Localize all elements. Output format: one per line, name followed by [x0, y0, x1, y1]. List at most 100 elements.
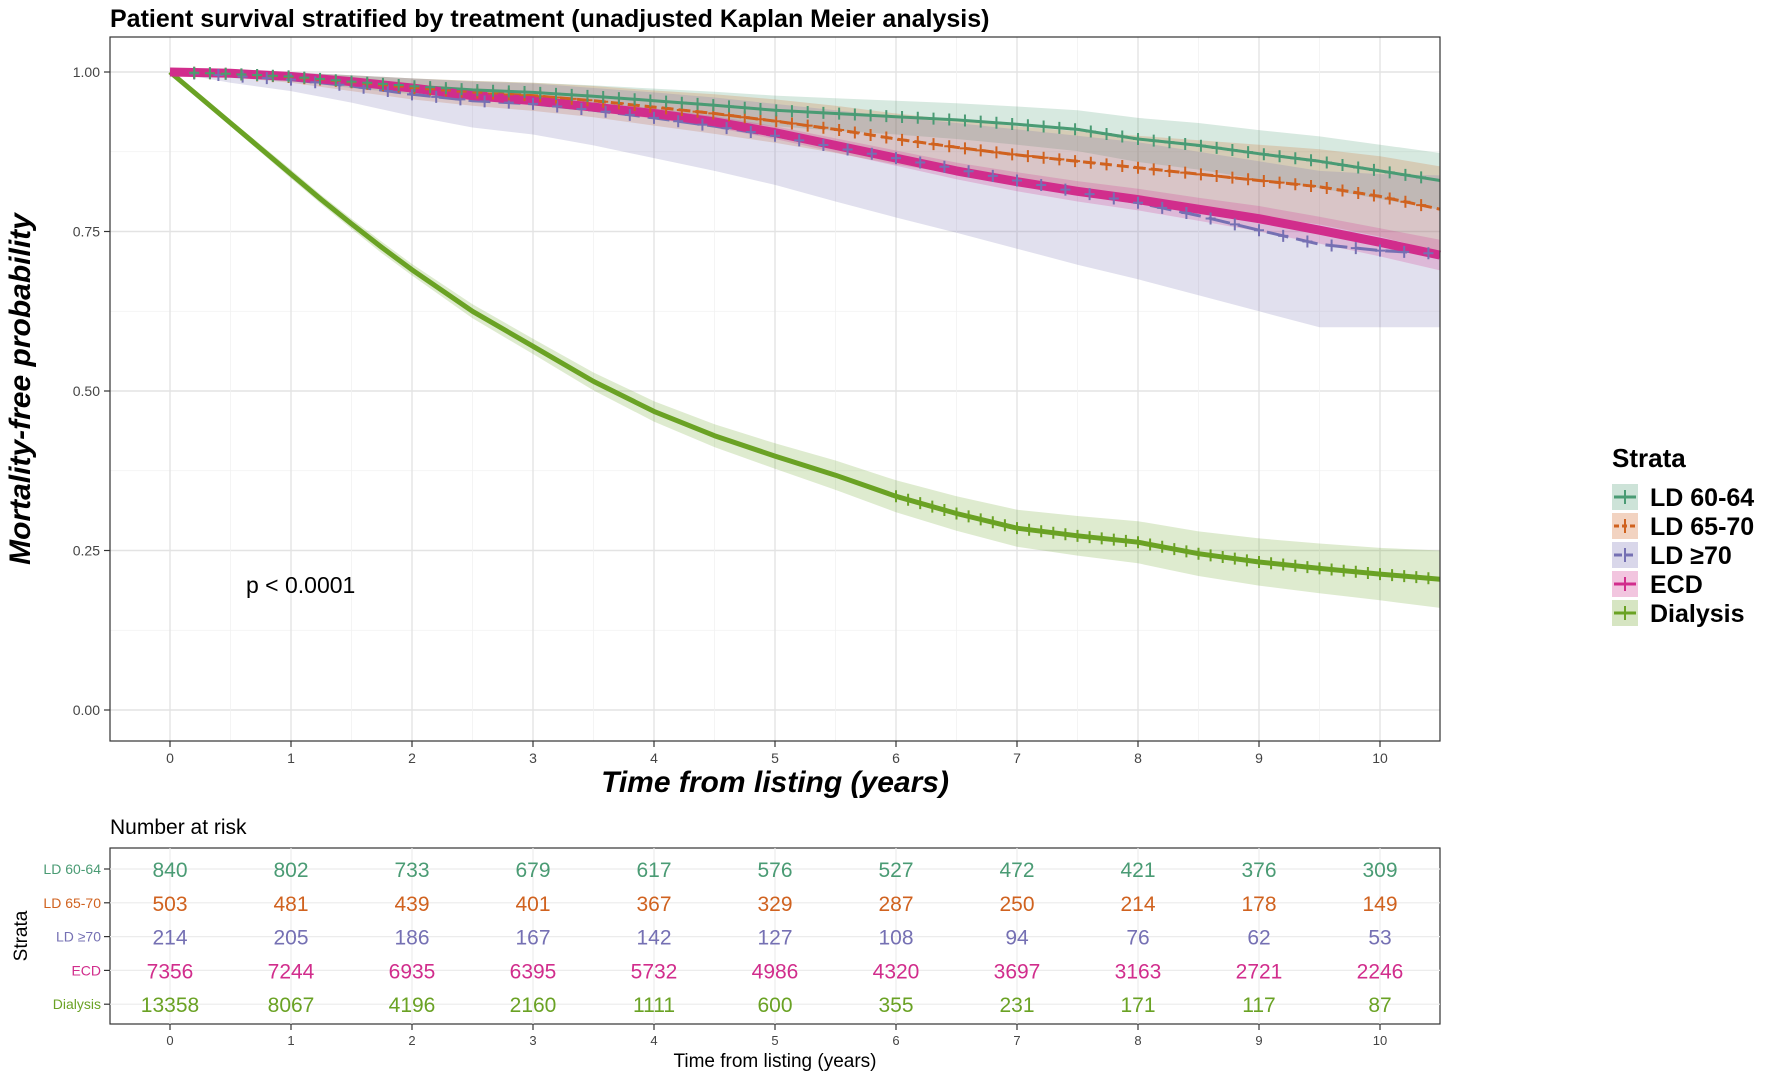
censor-mark-ld-ge70: [697, 118, 708, 131]
censor-mark-ld-60-64: [849, 108, 860, 121]
censor-mark-ld-60-64: [959, 114, 970, 127]
censor-mark-ld-60-64: [724, 100, 735, 113]
censor-mark-ld-65-70: [1400, 195, 1411, 208]
risk-count-ld-60-64: 679: [515, 859, 550, 882]
censor-mark-ld-65-70: [834, 123, 845, 136]
censor-mark-ld-ge70: [479, 95, 490, 108]
censor-mark-dialysis: [1145, 538, 1156, 551]
censor-mark-dialysis: [927, 500, 938, 513]
table-row-label-ld-60-64: LD 60-64: [43, 861, 101, 877]
censor-mark-ld-60-64: [708, 99, 719, 112]
censor-mark-ld-ge70: [1036, 179, 1047, 192]
table-x-tick-label: 5: [771, 1033, 778, 1048]
censor-mark-ld-ge70: [649, 111, 659, 124]
confidence-band-dialysis: [170, 72, 1440, 608]
censor-mark-ld-60-64: [928, 112, 939, 125]
censor-mark-ld-65-70: [865, 128, 876, 141]
censor-mark-ld-60-64: [346, 75, 357, 88]
risk-count-ld-ge70: 205: [273, 927, 308, 950]
table-x-tick-label: 2: [408, 1033, 415, 1048]
censor-mark-ld-60-64: [1211, 141, 1222, 154]
censor-mark-ld-65-70: [1290, 178, 1301, 191]
table-x-tick-label: 8: [1134, 1033, 1141, 1048]
risk-count-ld-65-70: 401: [515, 893, 550, 916]
risk-count-ld-ge70: 53: [1368, 927, 1391, 950]
risk-count-ld-65-70: 287: [878, 893, 913, 916]
censor-mark-ld-65-70: [1164, 165, 1175, 178]
censor-mark-dialysis: [1048, 526, 1059, 539]
censor-mark-dialysis: [1072, 529, 1083, 542]
risk-count-ld-60-64: 472: [999, 859, 1034, 882]
risk-count-ld-60-64: 617: [636, 859, 671, 882]
risk-count-dialysis: 171: [1120, 994, 1155, 1017]
risk-count-ld-65-70: 149: [1362, 893, 1397, 916]
censor-mark-dialysis: [1205, 549, 1216, 562]
censor-mark-ld-60-64: [204, 67, 215, 80]
grid: [110, 37, 1440, 741]
table-x-tick-label: 3: [529, 1033, 536, 1048]
y-tick-label: 1.00: [73, 64, 100, 80]
censor-mark-dialysis: [1060, 528, 1071, 541]
censor-mark-ld-60-64: [220, 67, 231, 80]
table-x-tick-label: 6: [892, 1033, 899, 1048]
censor-mark-ld-60-64: [236, 68, 247, 81]
censor-mark-ld-60-64: [834, 107, 845, 120]
y-axis: 0.00 0.25 0.50 0.75 1.00: [73, 64, 110, 718]
censor-mark-dialysis: [1181, 545, 1192, 558]
censor-mark-ld-60-64: [1243, 146, 1254, 159]
censor-mark-ld-60-64: [1416, 171, 1427, 184]
censor-mark-ld-60-64: [739, 101, 750, 114]
censor-mark-dialysis: [1169, 543, 1180, 556]
censor-mark-ld-60-64: [283, 70, 294, 83]
risk-count-ld-ge70: 76: [1126, 927, 1149, 950]
censor-mark-ld-60-64: [865, 109, 876, 122]
risk-count-ld-65-70: 250: [999, 893, 1034, 916]
x-tick-label: 2: [408, 750, 416, 766]
censor-mark-ld-65-70: [1337, 184, 1348, 197]
risk-table: Number at risk LD 60-64 840 802 733 679 617 57…: [11, 816, 1441, 1072]
censor-mark-ld-ge70: [261, 72, 272, 85]
censor-mark-ld-65-70: [1022, 150, 1033, 163]
censor-mark-dialysis: [1326, 563, 1337, 576]
x-tick-label: 1: [287, 750, 295, 766]
risk-count-ecd: 2246: [1357, 960, 1404, 983]
censor-mark-dialysis: [1290, 559, 1301, 572]
risk-count-dialysis: 1111: [633, 994, 675, 1017]
censor-mark-ld-65-70: [991, 146, 1002, 159]
censor-mark-ld-60-64: [1290, 152, 1301, 165]
censor-mark-ld-60-64: [535, 86, 546, 99]
censor-mark-ld-ge70: [600, 105, 611, 118]
risk-table-cells: LD 60-64 840 802 733 679 617 576 527 472 421 376 30…: [43, 859, 1403, 1017]
censor-mark-ld-65-70: [1148, 163, 1159, 176]
censor-mark-ld-ge70: [1205, 212, 1216, 225]
censor-mark-dialysis: [987, 516, 998, 529]
censor-mark-ld-60-64: [550, 87, 561, 100]
legend-label-ld-60-64: LD 60-64: [1650, 484, 1754, 512]
censor-mark-ld-60-64: [1148, 134, 1159, 147]
risk-count-dialysis: 87: [1368, 994, 1391, 1017]
risk-count-dialysis: 117: [1242, 994, 1275, 1017]
censor-mark-ld-65-70: [1353, 186, 1364, 199]
censor-mark-ld-60-64: [771, 104, 782, 117]
risk-count-ld-65-70: 214: [1120, 893, 1155, 916]
censor-mark-ld-65-70: [897, 133, 908, 146]
censor-mark-ld-65-70: [1070, 155, 1081, 168]
censor-mark-ld-60-64: [661, 95, 672, 108]
censor-mark-ld-60-64: [786, 105, 797, 118]
x-tick-label: 9: [1255, 750, 1263, 766]
censor-mark-ld-60-64: [975, 115, 986, 128]
censor-mark-ld-ge70: [1108, 192, 1119, 205]
censor-mark-ld-60-64: [802, 106, 813, 119]
risk-table-x-axis: 0 1 2 3 4 5 6 7 8 9 10: [104, 868, 1387, 1048]
censor-mark-ld-60-64: [189, 66, 200, 79]
censor-mark-ld-60-64: [456, 83, 467, 96]
y-tick-label: 0.75: [73, 224, 100, 240]
censor-mark-ld-ge70: [939, 160, 950, 173]
risk-count-ld-60-64: 840: [152, 859, 187, 882]
risk-count-ld-60-64: 576: [757, 859, 792, 882]
censor-mark-ld-ge70: [1375, 244, 1385, 257]
censor-mark-ld-ge70: [624, 108, 635, 121]
censor-mark-ld-60-64: [1321, 156, 1332, 169]
risk-table-title: Number at risk: [110, 816, 247, 839]
censor-mark-ld-60-64: [676, 96, 687, 109]
